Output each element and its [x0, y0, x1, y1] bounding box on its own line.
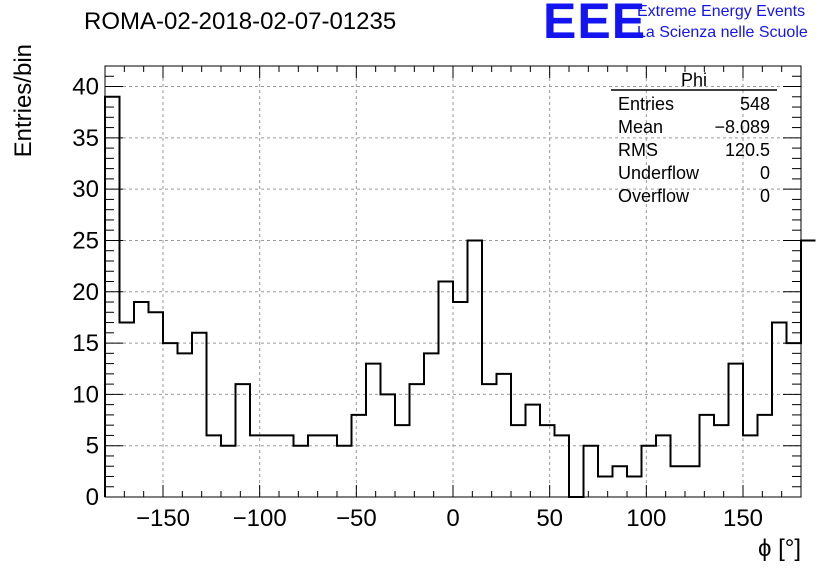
x-tick-label: 100 [626, 505, 666, 532]
stats-title: Phi [681, 70, 707, 90]
eee-logo: EEE Extreme Energy Events La Scienza nel… [543, 0, 833, 49]
x-axis-label: ϕ [°] [758, 535, 801, 562]
stats-box: Phi Entries 548 Mean −8.089 RMS 120.5 Underflo… [611, 70, 777, 206]
stats-label: RMS [618, 140, 658, 160]
stats-value: 0 [760, 186, 770, 206]
y-axis-label: Entries/bin [10, 44, 37, 157]
logo-line-2: La Scienza nelle Scuole [637, 24, 808, 41]
x-tick-label: 150 [723, 505, 763, 532]
x-tick-label: −150 [136, 505, 190, 532]
axis-ticks [104, 65, 802, 498]
stats-value: 120.5 [725, 140, 770, 160]
stats-value: −8.089 [714, 117, 770, 137]
stats-label: Overflow [618, 186, 690, 206]
stats-value: 548 [740, 94, 770, 114]
logo-line-1: Extreme Energy Events [637, 3, 806, 20]
stats-label: Mean [618, 117, 663, 137]
y-tick-label: 30 [72, 176, 99, 203]
x-tick-label: 0 [446, 505, 459, 532]
x-tick-label: −100 [233, 505, 287, 532]
stats-value: 0 [760, 163, 770, 183]
y-tick-label: 40 [72, 74, 99, 101]
stats-label: Underflow [618, 163, 700, 183]
x-tick-labels: −150 −100 −50 0 50 100 150 [136, 505, 763, 532]
logo-mark: EEE [543, 0, 647, 49]
y-tick-label: 0 [86, 484, 99, 511]
x-tick-label: −50 [336, 505, 377, 532]
y-tick-label: 10 [72, 381, 99, 408]
run-title: ROMA-02-2018-02-07-01235 [84, 8, 397, 35]
y-tick-label: 25 [72, 227, 99, 254]
stats-label: Entries [618, 94, 674, 114]
y-tick-label: 35 [72, 125, 99, 152]
histogram-step-line [104, 95, 816, 498]
y-tick-label: 20 [72, 279, 99, 306]
y-tick-labels: 0 5 10 15 20 25 30 35 40 [72, 74, 99, 511]
x-tick-label: 50 [536, 505, 563, 532]
y-tick-label: 15 [72, 330, 99, 357]
y-tick-label: 5 [86, 433, 99, 460]
